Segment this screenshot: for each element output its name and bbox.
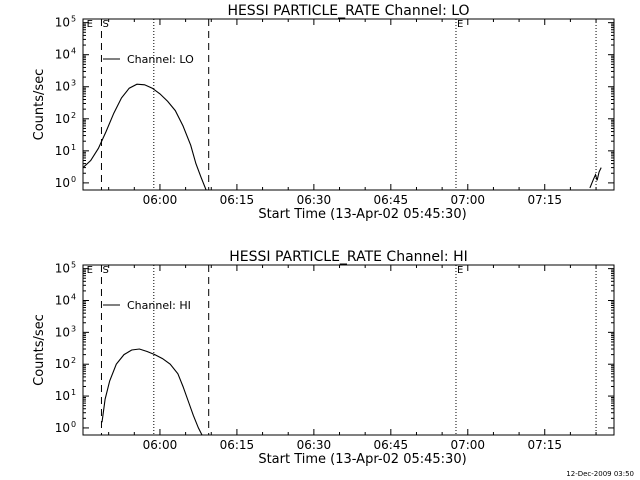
y-tick-exponent: 4 xyxy=(71,292,76,301)
chart-title: HESSI PARTICLE_RATE Channel: LO xyxy=(227,3,469,19)
interval-marker-label: E xyxy=(87,265,93,276)
x-tick-label: 07:15 xyxy=(527,193,562,207)
interval-marker-label: E xyxy=(87,19,93,30)
chart-title: HESSI PARTICLE_RATE Channel: HI xyxy=(229,249,467,265)
y-tick-label: 10 xyxy=(55,16,70,30)
y-tick-label: 10 xyxy=(55,262,70,276)
y-tick-label: 10 xyxy=(55,48,70,62)
y-tick-label: 10 xyxy=(55,357,70,371)
y-tick-label: 10 xyxy=(55,112,70,126)
x-tick-label: 06:15 xyxy=(220,193,255,207)
y-tick-exponent: 0 xyxy=(71,420,76,429)
plot-frame xyxy=(82,18,615,191)
y-tick-exponent: 2 xyxy=(71,356,76,365)
interval-marker-label: S xyxy=(102,265,108,276)
interval-marker-label: E xyxy=(457,19,463,30)
x-tick-label: 07:15 xyxy=(527,438,562,452)
y-axis-label: Counts/sec xyxy=(32,69,47,141)
x-axis-label: Start Time (13-Apr-02 05:45:30) xyxy=(258,207,466,222)
y-tick-label: 10 xyxy=(55,325,70,339)
chart-panel-0: HESSI PARTICLE_RATE Channel: LO 06:00 06:1… xyxy=(32,3,615,222)
chart-panel-1: HESSI PARTICLE_RATE Channel: HI 06:00 06:1… xyxy=(32,249,615,467)
y-tick-label: 10 xyxy=(55,389,70,403)
y-tick-label: 10 xyxy=(55,293,70,307)
x-tick-label: 07:00 xyxy=(450,193,485,207)
y-tick-label: 10 xyxy=(55,421,70,435)
y-tick-exponent: 3 xyxy=(71,79,76,88)
y-tick-exponent: 3 xyxy=(71,324,76,333)
y-tick-exponent: 4 xyxy=(71,47,76,56)
plot-timestamp: 12-Dec-2009 03:50 xyxy=(566,470,634,478)
x-tick-label: 06:45 xyxy=(374,193,409,207)
y-tick-exponent: 1 xyxy=(71,143,76,152)
interval-marker-label: S xyxy=(102,19,108,30)
legend-label: Channel: HI xyxy=(127,299,191,312)
x-axis-label: Start Time (13-Apr-02 05:45:30) xyxy=(258,452,466,467)
y-tick-exponent: 2 xyxy=(71,111,76,120)
y-tick-label: 10 xyxy=(55,80,70,94)
y-tick-label: 10 xyxy=(55,144,70,158)
plot-frame xyxy=(82,264,615,436)
x-tick-label: 06:30 xyxy=(297,193,332,207)
x-tick-label: 06:00 xyxy=(143,438,178,452)
y-tick-exponent: 5 xyxy=(71,15,76,24)
series-line-0 xyxy=(83,83,207,190)
y-axis-label: Counts/sec xyxy=(32,314,47,386)
y-tick-exponent: 1 xyxy=(71,388,76,397)
series-line-1 xyxy=(589,167,602,189)
x-tick-label: 06:45 xyxy=(374,438,409,452)
x-tick-label: 07:00 xyxy=(450,438,485,452)
y-tick-exponent: 5 xyxy=(71,261,76,270)
series-line-0 xyxy=(101,348,203,435)
y-tick-label: 10 xyxy=(55,176,70,190)
legend-label: Channel: LO xyxy=(127,53,194,66)
x-tick-label: 06:30 xyxy=(297,438,332,452)
x-tick-label: 06:15 xyxy=(220,438,255,452)
y-tick-exponent: 0 xyxy=(71,175,76,184)
x-tick-label: 06:00 xyxy=(143,193,178,207)
interval-marker-label: E xyxy=(457,265,463,276)
